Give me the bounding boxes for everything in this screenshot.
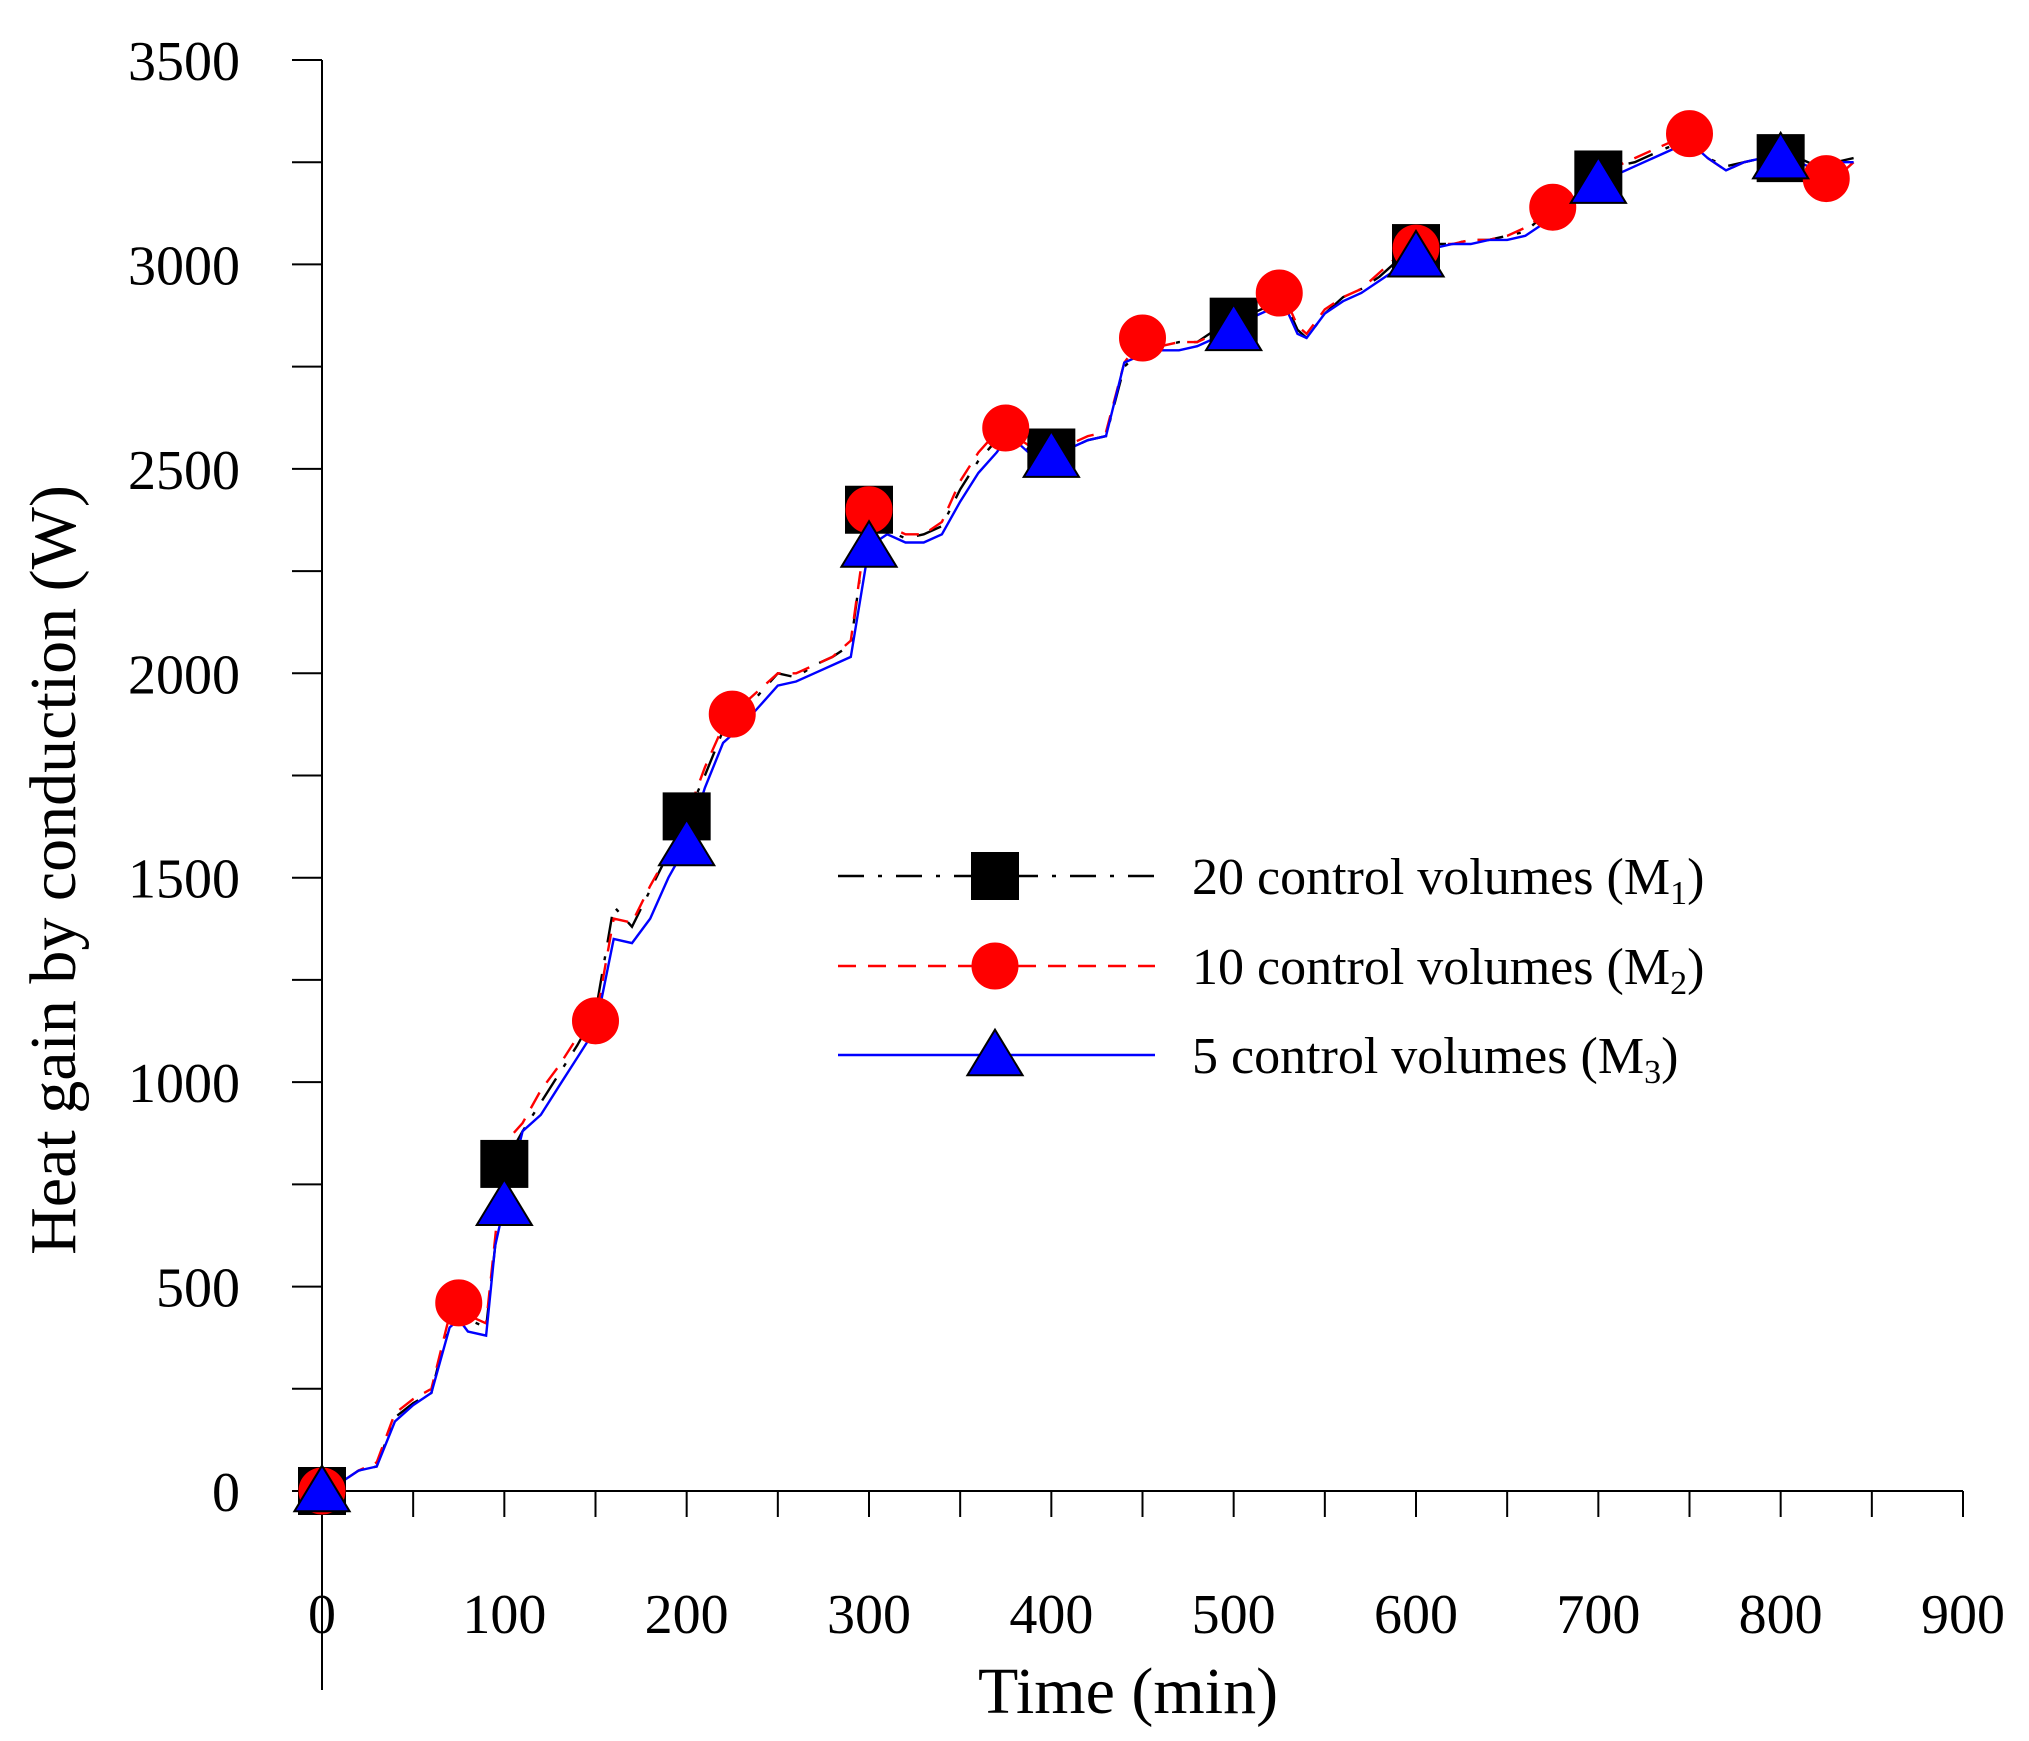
series-2-marker — [1666, 110, 1713, 158]
y-tick-label: 3000 — [128, 235, 240, 297]
y-tick-label: 2000 — [128, 644, 240, 706]
legend-label-2: 10 control volumes (M2) — [1192, 939, 1704, 1002]
y-tick-label: 0 — [212, 1462, 240, 1524]
x-tick-label: 0 — [308, 1584, 336, 1646]
x-tick-label: 400 — [1009, 1584, 1093, 1646]
y-tick-label: 3500 — [128, 31, 240, 93]
series-3-marker — [657, 817, 717, 867]
series-2-marker — [1529, 183, 1577, 231]
x-tick-label: 700 — [1556, 1584, 1640, 1646]
series-2-marker — [1255, 269, 1303, 317]
series-line-3 — [321, 140, 1854, 1493]
x-tick-label: 900 — [1921, 1584, 2005, 1646]
x-axis-title: Time (min) — [978, 1655, 1278, 1728]
series-3-marker — [1751, 130, 1811, 180]
x-tick-label: 200 — [645, 1584, 729, 1646]
series-2-marker — [1119, 314, 1166, 362]
series-2-marker — [708, 690, 756, 738]
series-markers — [292, 110, 1850, 1515]
y-tick-label: 1500 — [128, 849, 240, 911]
series-3-marker — [474, 1177, 534, 1227]
x-tick-label: 500 — [1192, 1584, 1276, 1646]
legend-marker-2 — [971, 942, 1019, 990]
series-3-marker — [292, 1463, 352, 1513]
legend-label-1: 20 control volumes (M1) — [1192, 849, 1704, 912]
series-2-marker — [982, 404, 1030, 452]
series-2-marker — [1802, 155, 1850, 203]
legend-label-3: 5 control volumes (M3) — [1192, 1028, 1678, 1091]
legend: 20 control volumes (M1) 10 control volume… — [838, 849, 1704, 1091]
x-tick-label: 600 — [1374, 1584, 1458, 1646]
series-2-marker — [572, 997, 619, 1045]
series-3-marker — [1568, 155, 1628, 204]
series-2-marker — [435, 1279, 483, 1327]
legend-marker-3 — [965, 1027, 1025, 1077]
series-line-2 — [321, 132, 1855, 1493]
y-tick-label: 2500 — [128, 440, 240, 502]
legend-marker-1 — [971, 852, 1019, 900]
series-3-marker — [1204, 302, 1264, 352]
series-line-1 — [321, 136, 1854, 1493]
series-3-marker — [839, 519, 899, 568]
y-axis-title: Heat gain by conduction (W) — [17, 485, 90, 1255]
y-tick-label: 1000 — [128, 1053, 240, 1115]
axes: 0 100 200 300 400 500 600 700 800 900 0 500 1000 1500… — [128, 31, 2005, 1690]
series-3-marker — [1021, 429, 1081, 478]
series-lines — [321, 132, 1855, 1493]
y-tick-label: 500 — [156, 1258, 240, 1320]
series-3-marker — [1386, 229, 1446, 278]
x-tick-label: 100 — [462, 1584, 546, 1646]
x-tick-label: 800 — [1739, 1584, 1823, 1646]
x-tick-label: 300 — [827, 1584, 911, 1646]
